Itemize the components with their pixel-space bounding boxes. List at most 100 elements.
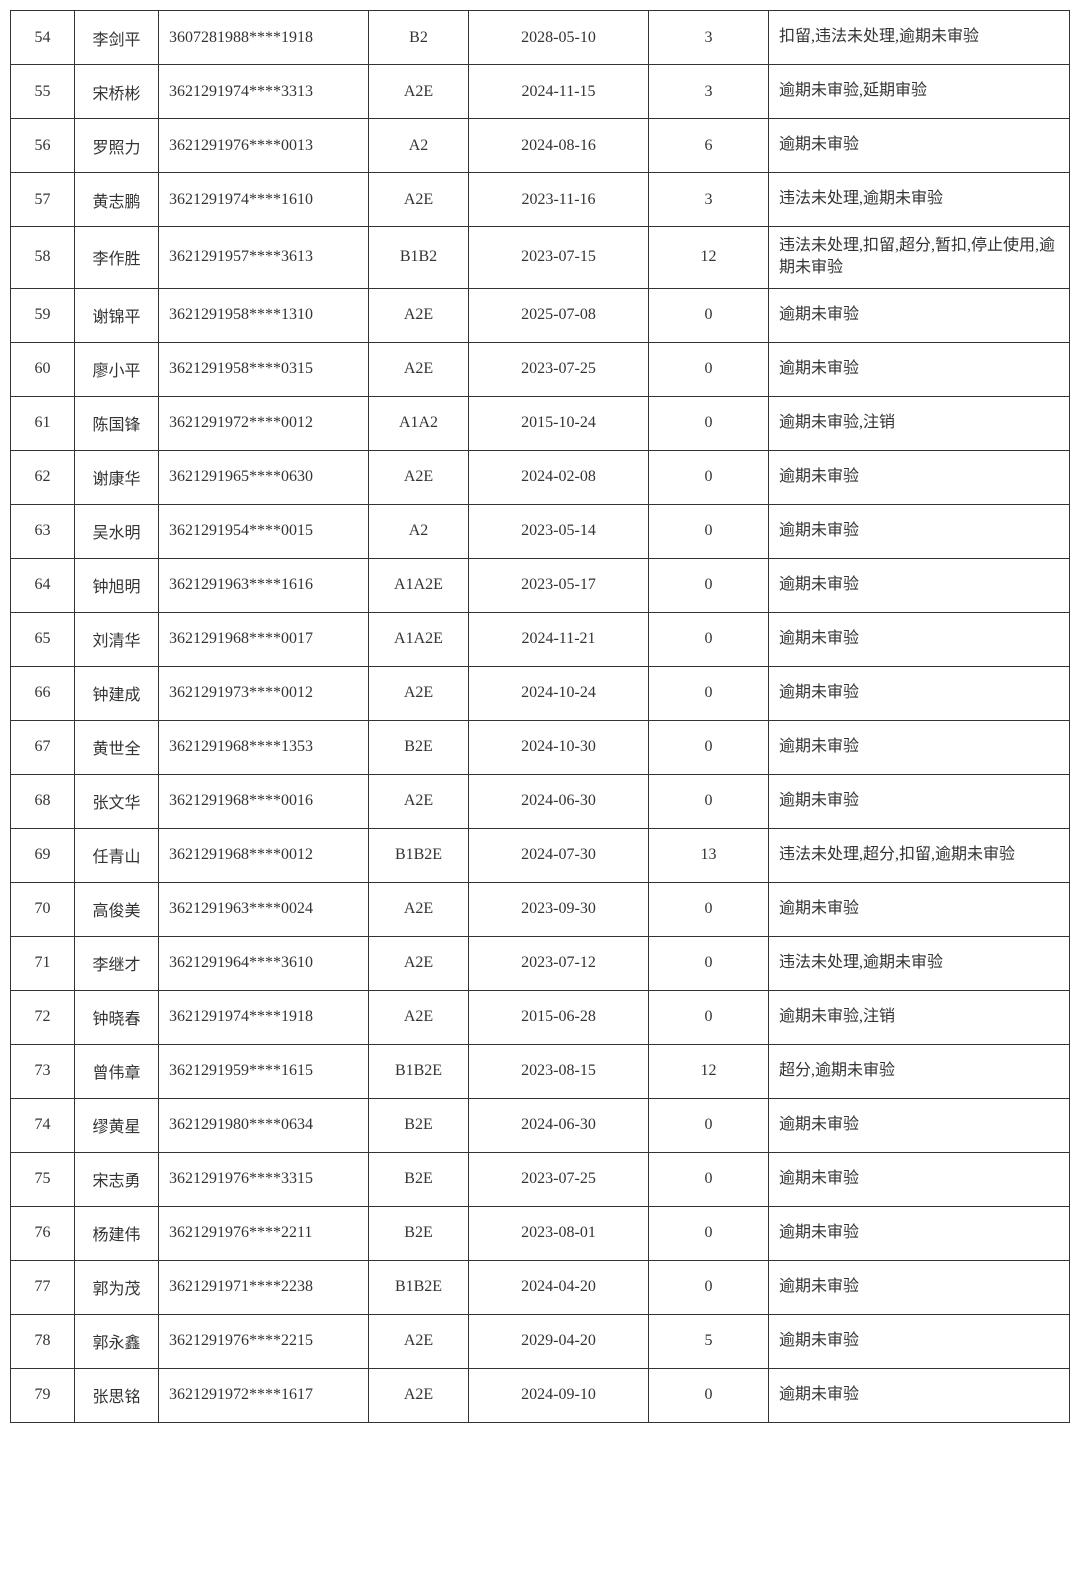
cell-num: 0 <box>649 504 769 558</box>
cell-type: A2E <box>369 173 469 227</box>
cell-idx: 56 <box>11 119 75 173</box>
cell-num: 3 <box>649 173 769 227</box>
cell-idx: 68 <box>11 774 75 828</box>
cell-id: 3621291972****1617 <box>159 1368 369 1422</box>
cell-id: 3621291971****2238 <box>159 1260 369 1314</box>
cell-name: 谢锦平 <box>75 288 159 342</box>
cell-idx: 71 <box>11 936 75 990</box>
cell-idx: 60 <box>11 342 75 396</box>
cell-id: 3621291976****0013 <box>159 119 369 173</box>
cell-num: 0 <box>649 1206 769 1260</box>
cell-name: 廖小平 <box>75 342 159 396</box>
cell-name: 黄志鹏 <box>75 173 159 227</box>
cell-type: A2 <box>369 504 469 558</box>
table-row: 54李剑平3607281988****1918B22028-05-103扣留,违… <box>11 11 1070 65</box>
cell-num: 3 <box>649 65 769 119</box>
cell-idx: 74 <box>11 1098 75 1152</box>
cell-date: 2023-05-14 <box>469 504 649 558</box>
cell-date: 2024-04-20 <box>469 1260 649 1314</box>
cell-id: 3621291976****2215 <box>159 1314 369 1368</box>
cell-name: 罗照力 <box>75 119 159 173</box>
cell-status: 逾期未审验 <box>769 720 1070 774</box>
cell-name: 陈国锋 <box>75 396 159 450</box>
cell-status: 逾期未审验 <box>769 612 1070 666</box>
cell-status: 逾期未审验,注销 <box>769 396 1070 450</box>
cell-id: 3607281988****1918 <box>159 11 369 65</box>
table-body: 54李剑平3607281988****1918B22028-05-103扣留,违… <box>11 11 1070 1423</box>
cell-date: 2023-08-01 <box>469 1206 649 1260</box>
cell-num: 13 <box>649 828 769 882</box>
cell-num: 0 <box>649 342 769 396</box>
cell-status: 逾期未审验 <box>769 450 1070 504</box>
cell-type: A2E <box>369 342 469 396</box>
table-row: 63吴水明3621291954****0015A22023-05-140逾期未审… <box>11 504 1070 558</box>
cell-id: 3621291973****0012 <box>159 666 369 720</box>
cell-idx: 69 <box>11 828 75 882</box>
cell-idx: 73 <box>11 1044 75 1098</box>
cell-status: 违法未处理,逾期未审验 <box>769 936 1070 990</box>
cell-num: 0 <box>649 774 769 828</box>
cell-type: A2E <box>369 666 469 720</box>
cell-name: 曾伟章 <box>75 1044 159 1098</box>
table-row: 70高俊美3621291963****0024A2E2023-09-300逾期未… <box>11 882 1070 936</box>
cell-id: 3621291974****3313 <box>159 65 369 119</box>
cell-date: 2028-05-10 <box>469 11 649 65</box>
cell-type: B1B2 <box>369 227 469 289</box>
cell-num: 12 <box>649 1044 769 1098</box>
cell-idx: 65 <box>11 612 75 666</box>
cell-id: 3621291964****3610 <box>159 936 369 990</box>
cell-id: 3621291963****0024 <box>159 882 369 936</box>
table-row: 64钟旭明3621291963****1616A1A2E2023-05-170逾… <box>11 558 1070 612</box>
cell-status: 逾期未审验 <box>769 119 1070 173</box>
cell-id: 3621291976****2211 <box>159 1206 369 1260</box>
cell-type: A1A2 <box>369 396 469 450</box>
cell-num: 3 <box>649 11 769 65</box>
cell-type: B2E <box>369 720 469 774</box>
cell-idx: 72 <box>11 990 75 1044</box>
cell-type: B1B2E <box>369 1260 469 1314</box>
cell-status: 逾期未审验 <box>769 342 1070 396</box>
cell-idx: 78 <box>11 1314 75 1368</box>
table-row: 72钟晓春3621291974****1918A2E2015-06-280逾期未… <box>11 990 1070 1044</box>
cell-id: 3621291965****0630 <box>159 450 369 504</box>
cell-type: A2E <box>369 990 469 1044</box>
cell-num: 0 <box>649 1098 769 1152</box>
table-row: 78郭永鑫3621291976****2215A2E2029-04-205逾期未… <box>11 1314 1070 1368</box>
cell-date: 2023-08-15 <box>469 1044 649 1098</box>
cell-date: 2023-11-16 <box>469 173 649 227</box>
cell-status: 超分,逾期未审验 <box>769 1044 1070 1098</box>
cell-num: 6 <box>649 119 769 173</box>
cell-date: 2023-07-12 <box>469 936 649 990</box>
cell-id: 3621291954****0015 <box>159 504 369 558</box>
cell-name: 吴水明 <box>75 504 159 558</box>
cell-status: 逾期未审验 <box>769 558 1070 612</box>
cell-date: 2024-02-08 <box>469 450 649 504</box>
cell-idx: 58 <box>11 227 75 289</box>
table-row: 73曾伟章3621291959****1615B1B2E2023-08-1512… <box>11 1044 1070 1098</box>
cell-num: 0 <box>649 1260 769 1314</box>
cell-name: 黄世全 <box>75 720 159 774</box>
cell-date: 2029-04-20 <box>469 1314 649 1368</box>
table-row: 77郭为茂3621291971****2238B1B2E2024-04-200逾… <box>11 1260 1070 1314</box>
cell-id: 3621291957****3613 <box>159 227 369 289</box>
cell-type: A2E <box>369 774 469 828</box>
cell-status: 违法未处理,超分,扣留,逾期未审验 <box>769 828 1070 882</box>
cell-name: 杨建伟 <box>75 1206 159 1260</box>
cell-idx: 63 <box>11 504 75 558</box>
cell-num: 0 <box>649 666 769 720</box>
cell-status: 逾期未审验 <box>769 1152 1070 1206</box>
cell-num: 0 <box>649 288 769 342</box>
cell-type: B2E <box>369 1152 469 1206</box>
cell-idx: 67 <box>11 720 75 774</box>
table-row: 66钟建成3621291973****0012A2E2024-10-240逾期未… <box>11 666 1070 720</box>
cell-idx: 76 <box>11 1206 75 1260</box>
cell-name: 李作胜 <box>75 227 159 289</box>
cell-date: 2024-11-15 <box>469 65 649 119</box>
cell-type: B2E <box>369 1098 469 1152</box>
cell-status: 逾期未审验,注销 <box>769 990 1070 1044</box>
cell-id: 3621291958****0315 <box>159 342 369 396</box>
table-row: 79张思铭3621291972****1617A2E2024-09-100逾期未… <box>11 1368 1070 1422</box>
cell-status: 逾期未审验 <box>769 774 1070 828</box>
table-row: 74缪黄星3621291980****0634B2E2024-06-300逾期未… <box>11 1098 1070 1152</box>
cell-type: A2E <box>369 450 469 504</box>
